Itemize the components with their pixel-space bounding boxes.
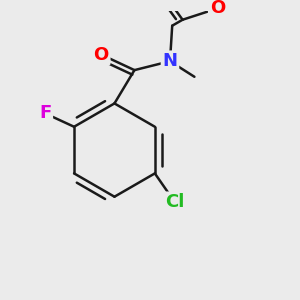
Text: O: O <box>94 46 109 64</box>
Text: O: O <box>210 0 225 17</box>
Text: F: F <box>39 104 51 122</box>
Text: Cl: Cl <box>165 193 184 211</box>
Text: N: N <box>163 52 178 70</box>
